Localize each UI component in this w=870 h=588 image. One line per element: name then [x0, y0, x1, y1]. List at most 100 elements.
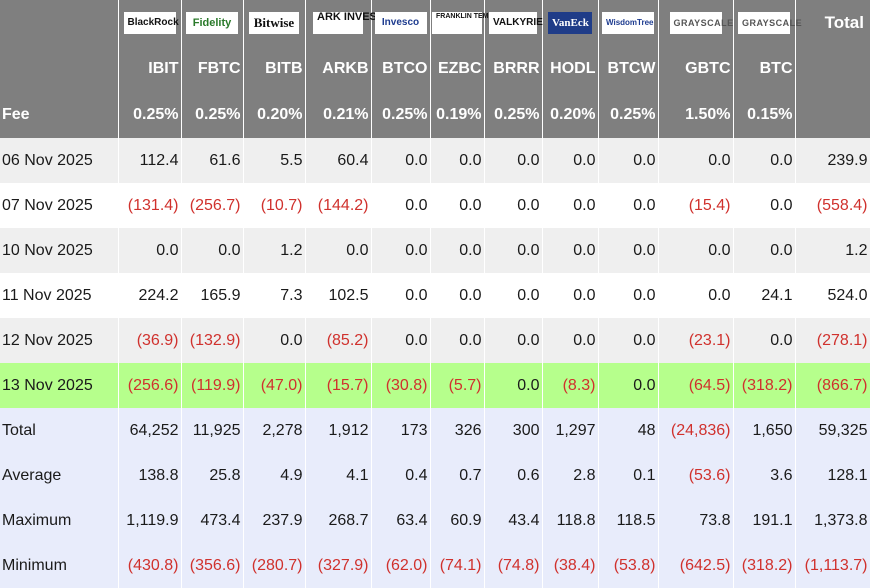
grayscale-logo: GRAYSCALE: [669, 12, 733, 34]
flow-cell: 24.1: [733, 273, 796, 318]
flow-cell: 0.0: [658, 138, 734, 183]
summary-row: Minimum (430.8) (356.6) (280.7) (327.9) (62.0…: [0, 543, 870, 588]
fee-value: 0.25%: [598, 92, 659, 138]
ark-invest-logo: ARK INVEST: [313, 12, 384, 34]
flow-cell: 165.9: [181, 273, 244, 318]
flow-cell: 0.0: [371, 228, 431, 273]
flow-cell: 25.8: [181, 453, 244, 498]
logo-cell: FRANKLIN TEMPLETON: [430, 0, 517, 46]
flow-cell: 0.0: [658, 228, 734, 273]
flow-cell: 60.4: [305, 138, 372, 183]
fee-value: 0.25%: [371, 92, 431, 138]
fee-value: 0.15%: [733, 92, 796, 138]
summary-body: Total 64,252 11,925 2,278 1,912 173 326 300 1,29…: [0, 408, 870, 588]
flow-cell: 5.5: [243, 138, 306, 183]
flow-cell: 2,278: [243, 408, 306, 453]
row-label: Maximum: [0, 498, 119, 543]
logo-cell: ARK INVEST: [305, 0, 384, 46]
flow-cell: 237.9: [243, 498, 306, 543]
flow-cell: (8.3): [542, 363, 599, 408]
flow-cell: (5.7): [430, 363, 485, 408]
flow-cell: (642.5): [658, 543, 734, 588]
fee-label: Fee: [0, 92, 119, 138]
row-label: Minimum: [0, 543, 119, 588]
flow-cell: 73.8: [658, 498, 734, 543]
row-total-cell: 1,373.8: [795, 498, 870, 543]
flow-cell: 0.0: [598, 273, 659, 318]
flow-cell: 268.7: [305, 498, 372, 543]
flow-cell: 0.0: [371, 273, 431, 318]
flow-cell: 63.4: [371, 498, 431, 543]
flow-cell: 0.0: [430, 273, 485, 318]
flow-cell: (62.0): [371, 543, 431, 588]
flow-cell: 61.6: [181, 138, 244, 183]
flow-cell: 0.0: [371, 183, 431, 228]
flow-cell: 0.0: [430, 183, 485, 228]
flow-cell: 0.0: [733, 318, 796, 363]
flow-cell: 0.6: [484, 453, 543, 498]
flow-cell: 0.0: [733, 138, 796, 183]
flow-cell: (256.6): [118, 363, 182, 408]
ticker-arkb: ARKB: [305, 46, 372, 92]
flow-cell: (10.7): [243, 183, 306, 228]
flow-cell: (318.2): [733, 363, 796, 408]
flow-cell: (356.6): [181, 543, 244, 588]
flow-cell: 0.0: [484, 318, 543, 363]
row-total-cell: (866.7): [795, 363, 870, 408]
flow-cell: 2.8: [542, 453, 599, 498]
flow-cell: 224.2: [118, 273, 182, 318]
row-total-cell: 239.9: [795, 138, 870, 183]
flow-cell: 0.0: [542, 273, 599, 318]
logo-cell: BlackRock: [118, 0, 182, 46]
ticker-row: IBIT FBTC BITB ARKB BTCO EZBC BRRR HODL …: [0, 46, 870, 92]
ticker-btco: BTCO: [371, 46, 431, 92]
row-label: Total: [0, 408, 119, 453]
fidelity-logo: Fidelity: [186, 12, 238, 34]
flow-cell: (64.5): [658, 363, 734, 408]
daily-flows-body: 06 Nov 2025 112.4 61.6 5.5 60.4 0.0 0.0 0.0 0.0 0…: [0, 138, 870, 408]
flow-cell: 0.0: [305, 228, 372, 273]
logo-cell: VALKYRIE: [484, 0, 543, 46]
corner-cell: [0, 0, 119, 46]
flow-cell: 0.0: [484, 183, 543, 228]
fee-value: 0.25%: [118, 92, 182, 138]
flow-cell: 112.4: [118, 138, 182, 183]
flow-cell: 0.0: [430, 228, 485, 273]
flow-cell: 0.1: [598, 453, 659, 498]
flow-cell: (430.8): [118, 543, 182, 588]
ticker-hodl: HODL: [542, 46, 599, 92]
flow-cell: (23.1): [658, 318, 734, 363]
flow-cell: 0.7: [430, 453, 485, 498]
row-label: 07 Nov 2025: [0, 183, 119, 228]
flow-cell: 0.0: [484, 228, 543, 273]
row-label: Average: [0, 453, 119, 498]
row-total-cell: (1,113.7): [795, 543, 870, 588]
flow-cell: (30.8): [371, 363, 431, 408]
flow-cell: 0.0: [598, 138, 659, 183]
row-total-cell: (558.4): [795, 183, 870, 228]
flow-cell: 0.0: [118, 228, 182, 273]
ticker-gbtc: GBTC: [658, 46, 734, 92]
flow-cell: 1,912: [305, 408, 372, 453]
row-label: 11 Nov 2025: [0, 273, 119, 318]
flow-cell: 0.0: [733, 228, 796, 273]
flow-cell: (24,836): [658, 408, 734, 453]
flow-cell: 0.0: [598, 318, 659, 363]
fee-value: 0.20%: [243, 92, 306, 138]
fee-value: 1.50%: [658, 92, 734, 138]
vaneck-logo: VanEck: [548, 12, 592, 34]
flow-cell: 0.0: [371, 138, 431, 183]
flow-cell: 0.0: [484, 273, 543, 318]
flow-cell: (132.9): [181, 318, 244, 363]
flow-cell: 0.0: [430, 318, 485, 363]
flow-cell: 0.0: [598, 183, 659, 228]
ticker-btc: BTC: [733, 46, 796, 92]
flow-cell: 0.0: [542, 183, 599, 228]
flow-cell: 326: [430, 408, 485, 453]
flow-cell: 1,119.9: [118, 498, 182, 543]
fee-row: Fee 0.25% 0.25% 0.20% 0.21% 0.25% 0.19% …: [0, 92, 870, 138]
blackrock-logo: BlackRock: [123, 12, 179, 34]
grayscale-mini-logo: GRAYSCALE: [738, 12, 802, 34]
flow-cell: 4.1: [305, 453, 372, 498]
